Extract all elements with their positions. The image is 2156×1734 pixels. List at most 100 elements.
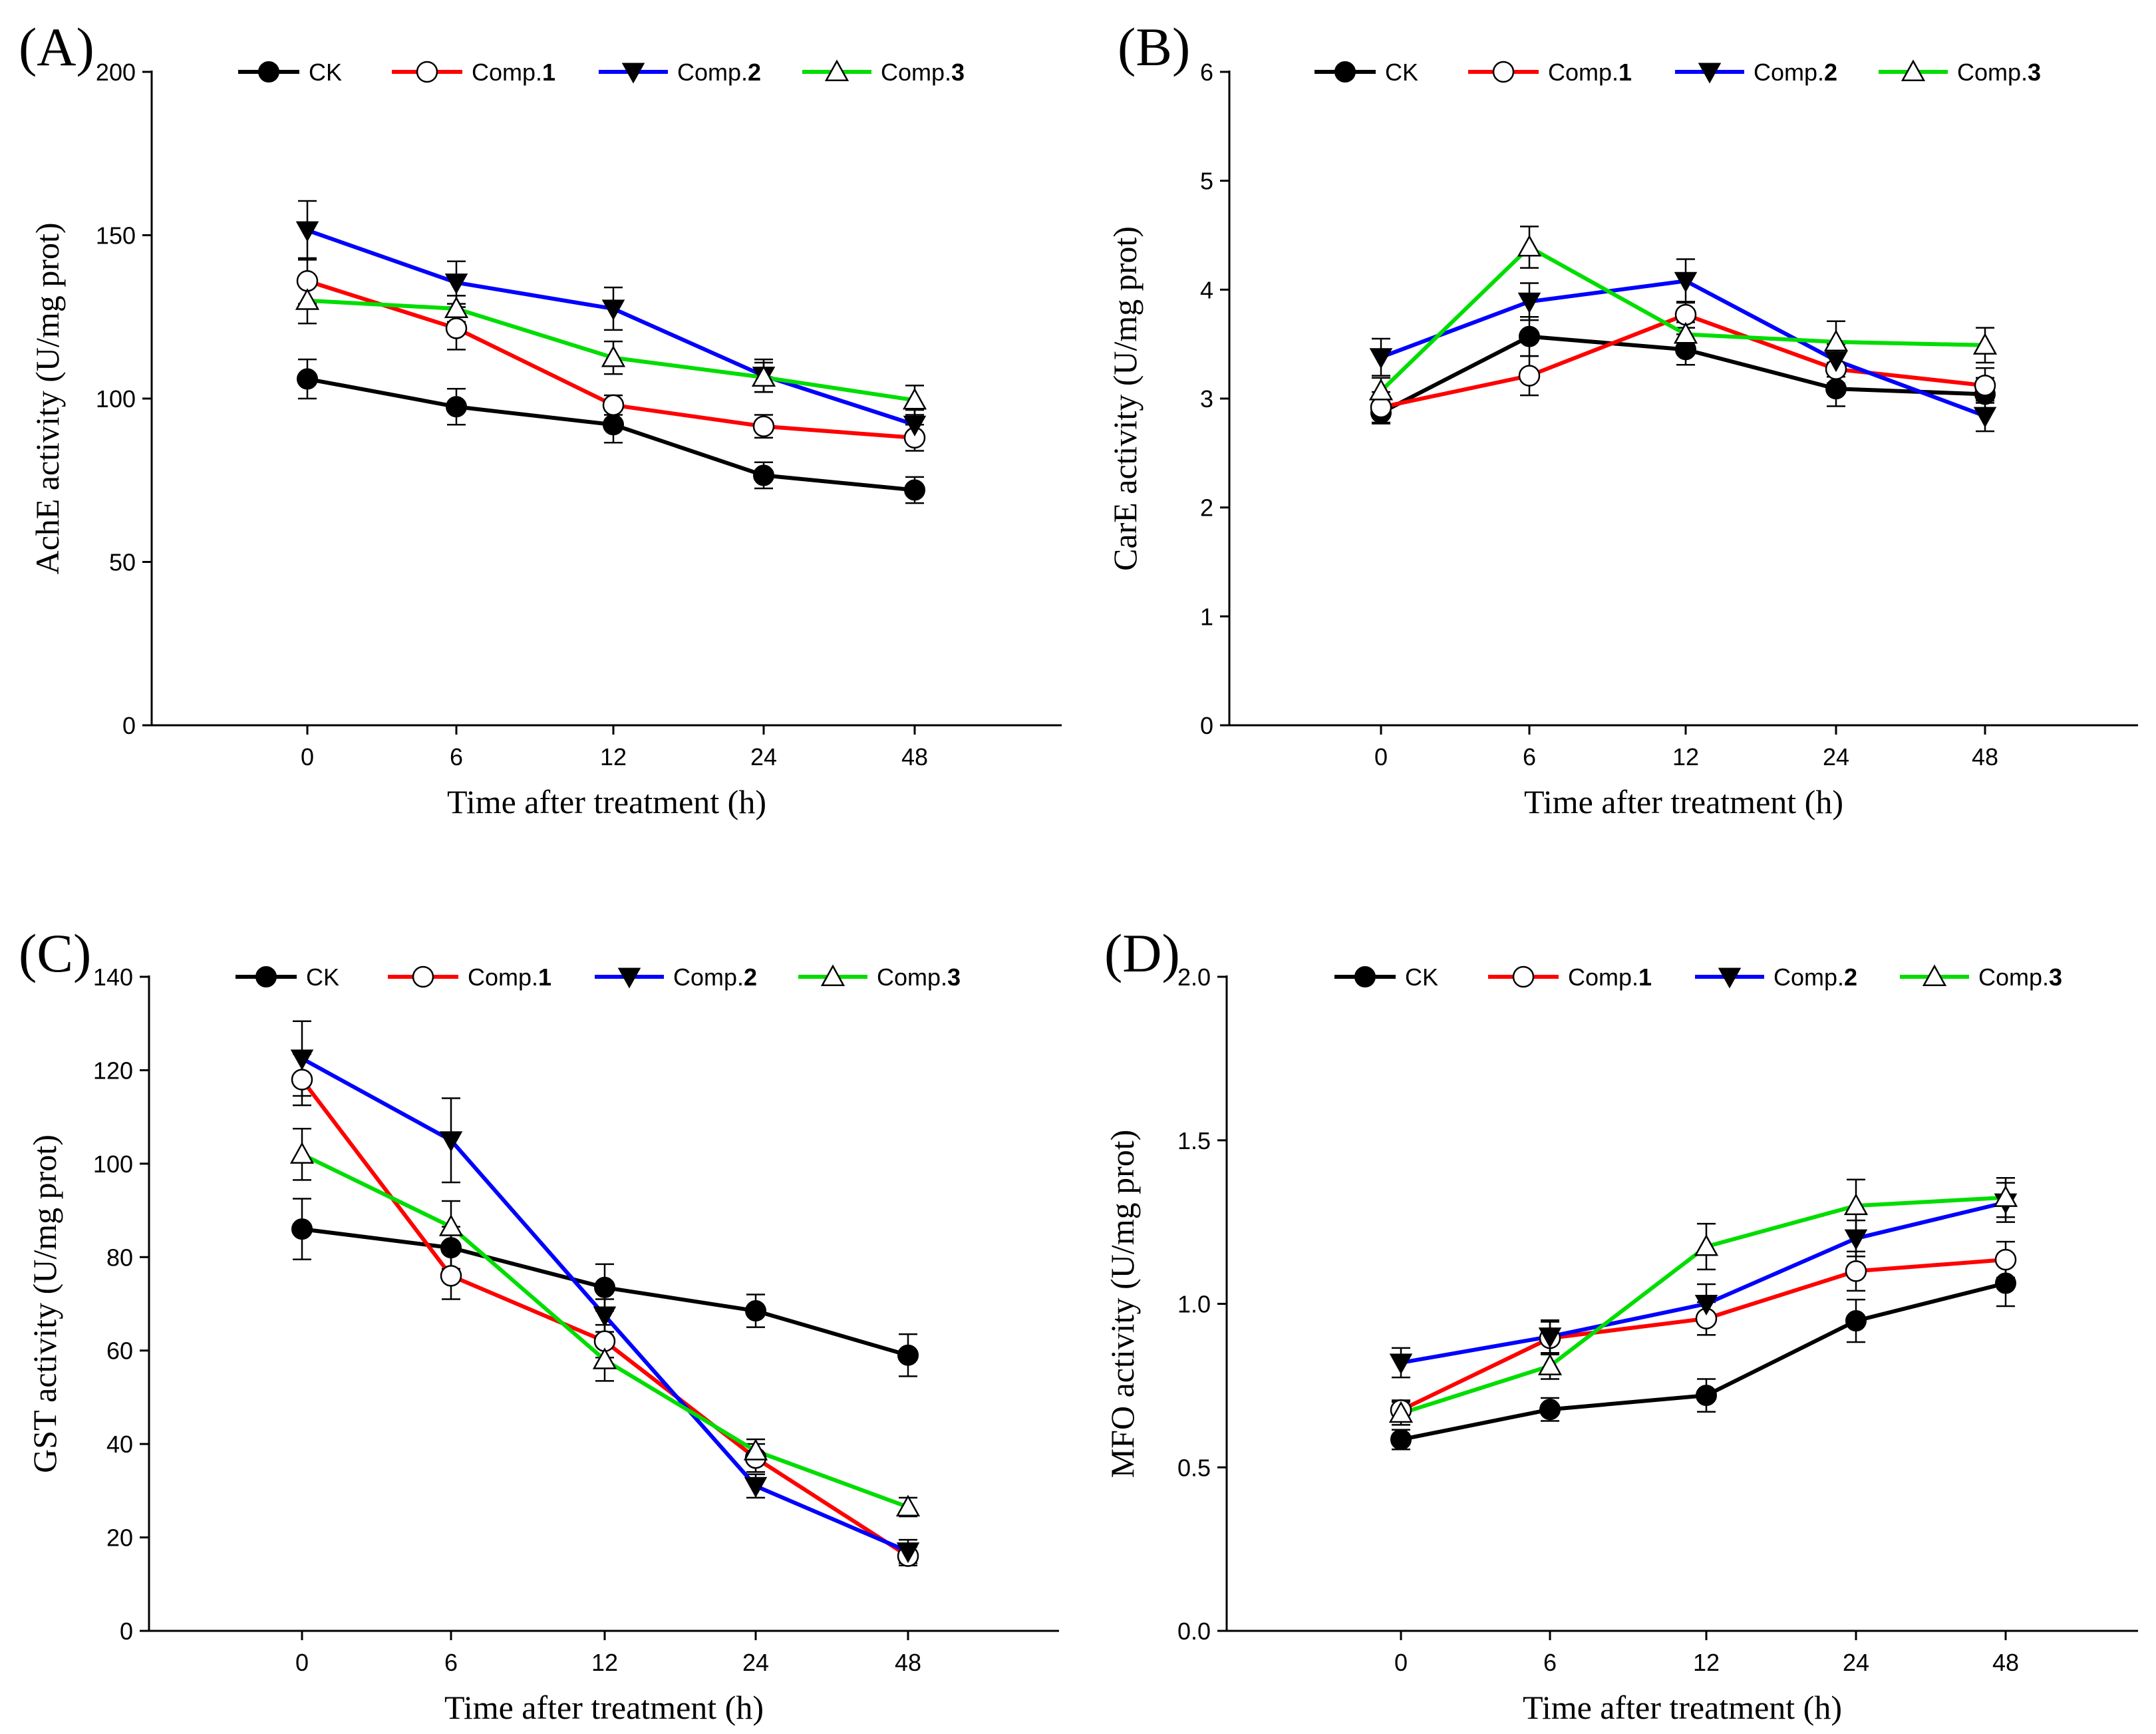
data-point (1369, 348, 1393, 369)
x-tick-label: 0 (301, 743, 314, 771)
legend-item: Comp.3 (1900, 963, 2062, 991)
legend-marker (258, 61, 279, 83)
legend-marker (820, 964, 846, 987)
y-tick-label: 6 (1200, 59, 1213, 86)
legend-item: Comp.3 (798, 963, 961, 991)
panel-label: (B) (1118, 17, 1190, 77)
legend-marker (1512, 965, 1535, 988)
x-axis-label: Time after treatment (h) (1523, 1689, 1842, 1726)
data-point (1519, 325, 1540, 347)
legend-marker (617, 967, 641, 989)
data-point (1389, 1353, 1413, 1375)
y-tick-label: 50 (109, 549, 136, 576)
x-tick-label: 12 (600, 743, 627, 771)
legend-marker (255, 966, 277, 987)
legend-label: Comp.3 (1978, 963, 2062, 991)
data-point (297, 368, 318, 390)
y-tick-label: 200 (96, 59, 136, 86)
data-point (1518, 365, 1541, 387)
data-point (444, 273, 468, 295)
data-point (1974, 375, 1996, 397)
legend-label: Comp.2 (1754, 59, 1837, 86)
data-point (290, 1049, 314, 1071)
data-point (446, 396, 467, 418)
legend-marker (1718, 967, 1742, 989)
legend-marker (1354, 966, 1376, 987)
legend-item: Comp.3 (1879, 59, 2041, 86)
legend-item: Comp.1 (1488, 963, 1652, 991)
y-axis-label: CarE activity (U/mg prot) (1106, 226, 1144, 571)
data-point (1844, 1229, 1868, 1250)
y-tick-label: 60 (106, 1337, 133, 1365)
data-point (291, 1218, 313, 1240)
data-point (444, 296, 469, 319)
panel-label: (D) (1104, 923, 1180, 983)
data-point (601, 299, 625, 321)
data-point (1823, 329, 1849, 351)
data-point (1694, 1234, 1719, 1256)
data-point (1538, 1327, 1562, 1349)
data-point (1994, 1248, 2017, 1271)
legend-label: Comp.1 (468, 963, 551, 991)
data-point (1539, 1399, 1561, 1421)
legend-item: CK (1334, 963, 1438, 991)
data-point (753, 464, 774, 486)
y-tick-label: 100 (93, 1150, 133, 1178)
y-tick-label: 40 (106, 1431, 133, 1458)
x-tick-label: 12 (591, 1649, 618, 1676)
x-tick-label: 12 (1672, 743, 1699, 771)
legend-item: Comp.2 (595, 963, 757, 991)
x-axis-label: Time after treatment (h) (444, 1689, 764, 1726)
data-point (752, 415, 775, 437)
x-tick-label: 0 (1394, 1649, 1408, 1676)
y-tick-label: 1.0 (1177, 1291, 1211, 1318)
legend-label: Comp.1 (1568, 963, 1652, 991)
data-point (1674, 303, 1697, 326)
legend-item: CK (235, 963, 339, 991)
data-point (751, 365, 776, 387)
data-point (1388, 1401, 1414, 1423)
legend-marker (1922, 964, 1947, 987)
legend-marker (1492, 61, 1515, 83)
y-tick-label: 100 (96, 385, 136, 413)
legend-label: Comp.2 (673, 963, 757, 991)
series-line-comp2 (1400, 1200, 2006, 1365)
legend: CK Comp.1 Comp.2 Comp.3 (235, 963, 961, 991)
y-axis-label: GST activity (U/mg prot) (26, 1134, 63, 1473)
data-point (1673, 321, 1698, 344)
legend-item: Comp.1 (392, 59, 555, 86)
legend-marker (824, 59, 849, 82)
chart-panel-d: (D) 0.0 0.5 1.0 1.5 2.0 0 6 12 24 48 Time after tre… (1104, 923, 2138, 1726)
legend-label: CK (1385, 59, 1418, 86)
data-point (438, 1214, 464, 1236)
y-tick-label: 120 (93, 1057, 133, 1084)
legend-label: CK (309, 59, 342, 86)
chart-panel-a: (A) 0 50 100 150 200 0 6 12 24 48 Time after treatm… (19, 17, 1062, 820)
data-point (603, 414, 624, 436)
data-point (602, 394, 625, 417)
legend-label: CK (1405, 963, 1438, 991)
data-point (743, 1439, 768, 1461)
data-point (1696, 1385, 1717, 1407)
legend-marker (1901, 59, 1926, 82)
x-tick-label: 0 (1374, 743, 1388, 771)
x-tick-label: 48 (895, 1649, 921, 1676)
y-tick-label: 80 (106, 1244, 133, 1271)
data-point (1368, 378, 1394, 401)
y-tick-label: 0 (120, 1618, 133, 1645)
legend: CK Comp.1 Comp.2 Comp.3 (1314, 59, 2041, 86)
panel-label: (C) (19, 923, 91, 983)
x-tick-label: 24 (742, 1649, 769, 1676)
legend-item: Comp.2 (1675, 59, 1837, 86)
data-point (895, 1494, 921, 1516)
x-tick-label: 48 (1992, 1649, 2019, 1676)
legend-item: CK (238, 59, 342, 86)
data-point (445, 317, 468, 339)
y-tick-label: 140 (93, 963, 133, 991)
y-tick-label: 0.0 (1177, 1618, 1211, 1645)
x-tick-label: 24 (750, 743, 777, 771)
y-tick-label: 0 (1200, 712, 1213, 739)
x-tick-label: 48 (901, 743, 928, 771)
